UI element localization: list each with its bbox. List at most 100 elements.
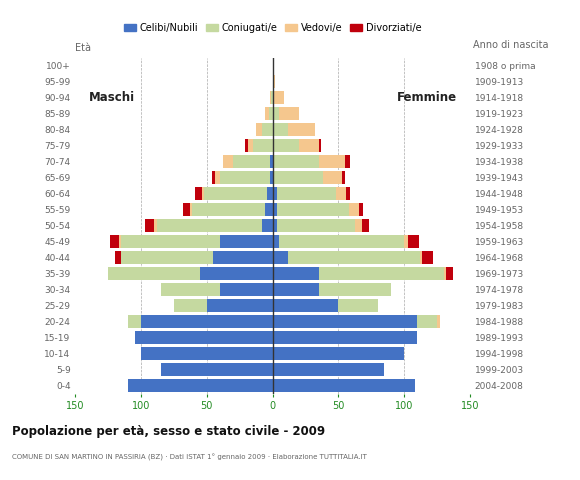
- Bar: [273, 219, 277, 232]
- Bar: [267, 187, 273, 201]
- Bar: [270, 155, 273, 168]
- Bar: [279, 235, 404, 249]
- Bar: [220, 171, 270, 184]
- Bar: [318, 283, 391, 296]
- Bar: [269, 107, 273, 120]
- Bar: [233, 155, 270, 168]
- Bar: [161, 283, 220, 296]
- Bar: [338, 299, 378, 312]
- Text: Età: Età: [75, 43, 92, 53]
- Bar: [299, 139, 318, 153]
- Legend: Celibi/Nubili, Coniugati/e, Vedovi/e, Divorziati/e: Celibi/Nubili, Coniugati/e, Vedovi/e, Di…: [120, 19, 425, 36]
- Bar: [108, 267, 200, 280]
- Bar: [121, 251, 213, 264]
- Text: Femmine: Femmine: [397, 91, 456, 104]
- Bar: [273, 235, 279, 249]
- Bar: [207, 299, 273, 312]
- Bar: [128, 315, 141, 328]
- Bar: [273, 107, 279, 120]
- Bar: [154, 219, 157, 232]
- Bar: [318, 139, 321, 153]
- Text: Anno di nascita: Anno di nascita: [473, 40, 548, 50]
- Bar: [349, 203, 360, 216]
- Bar: [273, 363, 385, 376]
- Bar: [195, 187, 202, 201]
- Bar: [273, 379, 415, 393]
- Bar: [356, 219, 362, 232]
- Bar: [273, 203, 277, 216]
- Bar: [277, 187, 336, 201]
- Bar: [270, 91, 271, 105]
- Bar: [288, 123, 315, 136]
- Bar: [213, 251, 273, 264]
- Bar: [345, 155, 350, 168]
- Bar: [444, 267, 446, 280]
- Bar: [342, 171, 345, 184]
- Bar: [215, 171, 220, 184]
- Bar: [220, 283, 273, 296]
- Bar: [145, 219, 154, 232]
- Bar: [128, 379, 273, 393]
- Bar: [273, 91, 274, 105]
- Bar: [273, 155, 318, 168]
- Bar: [273, 171, 322, 184]
- Bar: [322, 171, 342, 184]
- Bar: [119, 235, 121, 249]
- Bar: [223, 155, 233, 168]
- Bar: [271, 91, 273, 105]
- Bar: [110, 235, 119, 249]
- Bar: [245, 139, 248, 153]
- Bar: [141, 347, 273, 360]
- Bar: [135, 331, 273, 345]
- Bar: [190, 203, 193, 216]
- Bar: [422, 251, 433, 264]
- Bar: [273, 283, 318, 296]
- Bar: [202, 187, 204, 201]
- Bar: [417, 315, 437, 328]
- Bar: [279, 107, 299, 120]
- Bar: [262, 219, 273, 232]
- Bar: [318, 267, 444, 280]
- Bar: [318, 155, 345, 168]
- Bar: [253, 139, 273, 153]
- Bar: [404, 235, 408, 249]
- Bar: [446, 267, 453, 280]
- Text: Popolazione per età, sesso e stato civile - 2009: Popolazione per età, sesso e stato civil…: [12, 425, 325, 438]
- Bar: [264, 107, 269, 120]
- Bar: [174, 299, 207, 312]
- Bar: [204, 187, 267, 201]
- Bar: [273, 331, 417, 345]
- Bar: [346, 187, 350, 201]
- Bar: [193, 203, 264, 216]
- Text: Maschi: Maschi: [89, 91, 135, 104]
- Bar: [115, 251, 121, 264]
- Bar: [256, 123, 262, 136]
- Bar: [437, 315, 440, 328]
- Bar: [273, 187, 277, 201]
- Bar: [273, 75, 275, 88]
- Bar: [161, 363, 273, 376]
- Bar: [264, 203, 273, 216]
- Bar: [220, 235, 273, 249]
- Bar: [273, 267, 318, 280]
- Bar: [262, 123, 273, 136]
- Bar: [273, 315, 417, 328]
- Bar: [274, 91, 284, 105]
- Bar: [270, 171, 273, 184]
- Bar: [408, 235, 419, 249]
- Text: COMUNE DI SAN MARTINO IN PASSIRIA (BZ) · Dati ISTAT 1° gennaio 2009 · Elaborazio: COMUNE DI SAN MARTINO IN PASSIRIA (BZ) ·…: [12, 454, 367, 461]
- Bar: [273, 139, 299, 153]
- Bar: [420, 251, 422, 264]
- Bar: [212, 171, 215, 184]
- Bar: [273, 123, 288, 136]
- Bar: [273, 251, 288, 264]
- Bar: [183, 203, 190, 216]
- Bar: [277, 203, 349, 216]
- Bar: [360, 203, 363, 216]
- Bar: [362, 219, 368, 232]
- Bar: [157, 219, 262, 232]
- Bar: [277, 219, 356, 232]
- Bar: [248, 139, 253, 153]
- Bar: [336, 187, 346, 201]
- Bar: [121, 235, 220, 249]
